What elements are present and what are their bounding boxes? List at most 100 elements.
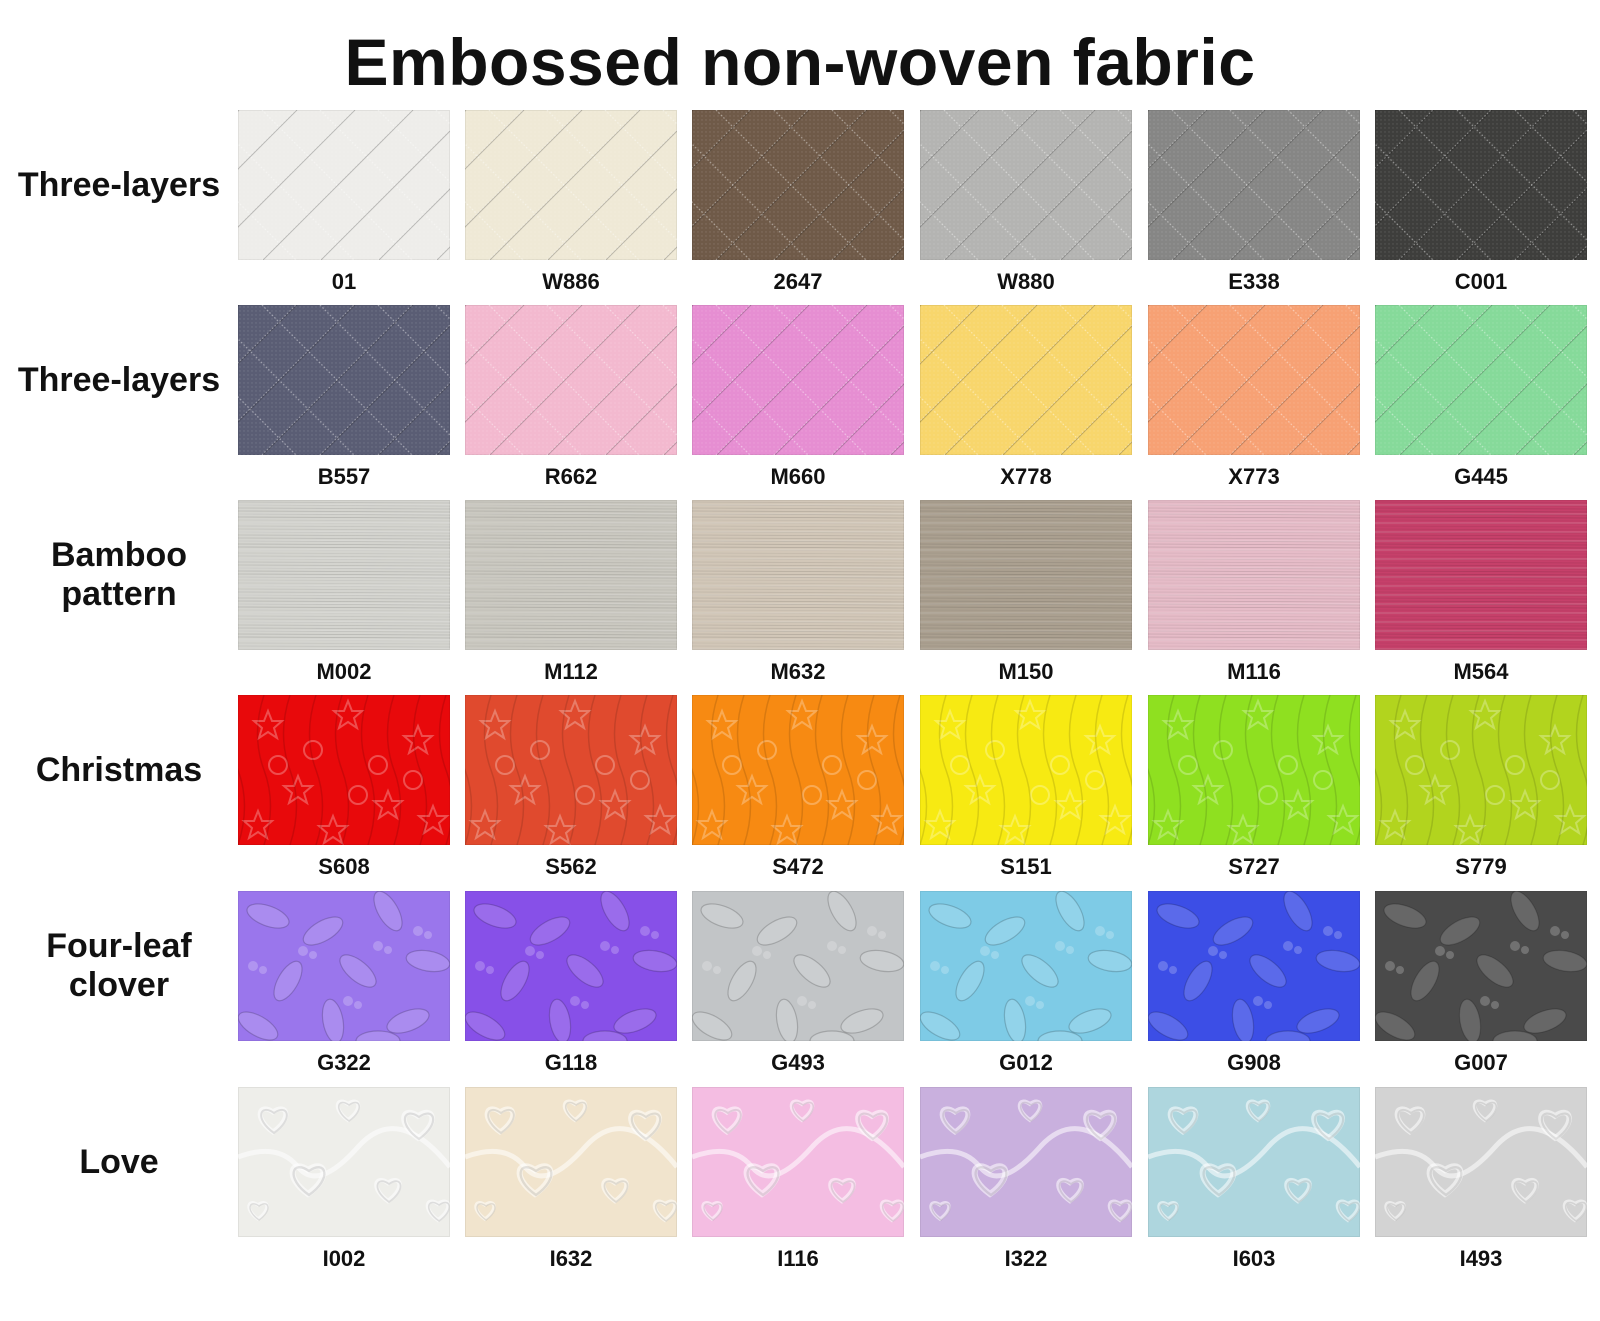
fabric-swatch-love	[1375, 1087, 1587, 1237]
fabric-swatch-card: G007	[1375, 891, 1587, 1076]
fabric-swatch-card: C001	[1375, 110, 1587, 295]
row-label: Christmas	[35, 750, 203, 789]
swatch-code: W880	[997, 269, 1055, 294]
fabric-swatch-card: M116	[1148, 500, 1360, 685]
swatch-code: M564	[1453, 659, 1509, 684]
swatch-code: I002	[322, 1246, 366, 1271]
fabric-swatch-card: I116	[692, 1087, 904, 1272]
swatch-code: M632	[770, 659, 826, 684]
fabric-swatch-bamboo	[1375, 500, 1587, 650]
swatch-code: S779	[1455, 854, 1507, 879]
swatch-code: I603	[1232, 1246, 1276, 1271]
swatch-code: I632	[549, 1246, 593, 1271]
fabric-swatch-clover	[692, 891, 904, 1041]
fabric-swatch-card: G012	[920, 891, 1132, 1076]
fabric-swatch-card: S727	[1148, 695, 1360, 880]
fabric-swatch-quilt	[1148, 305, 1360, 455]
swatch-code: M150	[998, 659, 1054, 684]
fabric-swatch-love	[920, 1087, 1132, 1237]
fabric-swatch-card: X773	[1148, 305, 1360, 490]
fabric-swatch-card: G322	[238, 891, 450, 1076]
fabric-swatch-bamboo	[465, 500, 677, 650]
fabric-swatch-clover	[238, 891, 450, 1041]
fabric-swatch-bamboo	[692, 500, 904, 650]
swatch-code: S608	[318, 854, 370, 879]
fabric-swatch-card: S472	[692, 695, 904, 880]
fabric-swatch-quilt	[465, 110, 677, 260]
fabric-swatch-card: I322	[920, 1087, 1132, 1272]
fabric-swatch-card: R662	[465, 305, 677, 490]
fabric-swatch-quilt	[238, 110, 450, 260]
swatch-code: 2647	[773, 269, 823, 294]
fabric-swatch-card: W886	[465, 110, 677, 295]
fabric-swatch-quilt	[465, 305, 677, 455]
fabric-swatch-card: S151	[920, 695, 1132, 880]
fabric-swatch-quilt	[692, 305, 904, 455]
fabric-row: Four-leaf clover G322 G118 G493 G012 G908 G007	[0, 891, 1600, 1081]
swatch-code: R662	[544, 464, 598, 489]
fabric-swatch-christmas	[1148, 695, 1360, 845]
fabric-swatch-card: S779	[1375, 695, 1587, 880]
row-label: Three-layers	[17, 360, 221, 399]
fabric-swatch-christmas	[1375, 695, 1587, 845]
fabric-swatch-quilt	[238, 305, 450, 455]
fabric-swatch-bamboo	[1148, 500, 1360, 650]
swatch-code: M116	[1227, 659, 1281, 684]
fabric-swatch-card: S608	[238, 695, 450, 880]
fabric-swatch-card: M150	[920, 500, 1132, 685]
fabric-swatch-card: W880	[920, 110, 1132, 295]
swatch-code: M660	[770, 464, 826, 489]
fabric-row: Three-layers B557 R662 M660 X778 X773 G445	[0, 305, 1600, 495]
swatch-code: G493	[771, 1050, 825, 1075]
fabric-swatch-card: I002	[238, 1087, 450, 1272]
fabric-row: Bamboo pattern M002 M112 M632 M150 M116 M564	[0, 500, 1600, 690]
swatch-code: 01	[331, 269, 357, 294]
fabric-swatch-card: I603	[1148, 1087, 1360, 1272]
row-label: Bamboo pattern	[51, 536, 187, 613]
fabric-swatch-quilt	[692, 110, 904, 260]
swatch-code: G118	[544, 1050, 598, 1075]
fabric-swatch-card: B557	[238, 305, 450, 490]
fabric-swatch-card: G908	[1148, 891, 1360, 1076]
swatch-code: B557	[317, 464, 371, 489]
swatch-code: G445	[1454, 464, 1508, 489]
swatch-code: S562	[545, 854, 597, 879]
swatch-code: G908	[1227, 1050, 1281, 1075]
swatch-code: I493	[1459, 1246, 1503, 1271]
fabric-swatch-card: G445	[1375, 305, 1587, 490]
swatch-code: X778	[1000, 464, 1052, 489]
fabric-swatch-love	[465, 1087, 677, 1237]
fabric-swatch-card: I632	[465, 1087, 677, 1272]
fabric-swatch-quilt	[920, 305, 1132, 455]
fabric-swatch-card: M660	[692, 305, 904, 490]
fabric-swatch-card: 2647	[692, 110, 904, 295]
fabric-swatch-love	[692, 1087, 904, 1237]
swatch-code: G012	[999, 1050, 1053, 1075]
fabric-swatch-quilt	[1148, 110, 1360, 260]
fabric-swatch-card: 01	[238, 110, 450, 295]
fabric-swatch-bamboo	[238, 500, 450, 650]
swatch-code: M002	[316, 659, 372, 684]
fabric-row: Love I002 I632 I116 I322 I603 I493	[0, 1087, 1600, 1277]
row-label: Love	[79, 1142, 159, 1181]
fabric-swatch-card: G118	[465, 891, 677, 1076]
fabric-swatch-card: M002	[238, 500, 450, 685]
fabric-swatch-christmas	[920, 695, 1132, 845]
fabric-swatch-card: X778	[920, 305, 1132, 490]
swatch-code: S472	[772, 854, 824, 879]
fabric-swatch-card: I493	[1375, 1087, 1587, 1272]
fabric-swatch-clover	[1148, 891, 1360, 1041]
row-label: Three-layers	[17, 165, 221, 204]
fabric-swatch-love	[238, 1087, 450, 1237]
fabric-swatch-christmas	[238, 695, 450, 845]
fabric-swatch-card: S562	[465, 695, 677, 880]
swatch-code: E338	[1228, 269, 1280, 294]
fabric-swatch-quilt	[1375, 305, 1587, 455]
fabric-row: Three-layers 01 W886 2647 W880 E338 C001	[0, 110, 1600, 300]
fabric-swatch-clover	[465, 891, 677, 1041]
swatch-code: I322	[1004, 1246, 1048, 1271]
fabric-swatch-love	[1148, 1087, 1360, 1237]
swatch-code: C001	[1454, 269, 1508, 294]
fabric-swatch-christmas	[692, 695, 904, 845]
fabric-swatch-christmas	[465, 695, 677, 845]
